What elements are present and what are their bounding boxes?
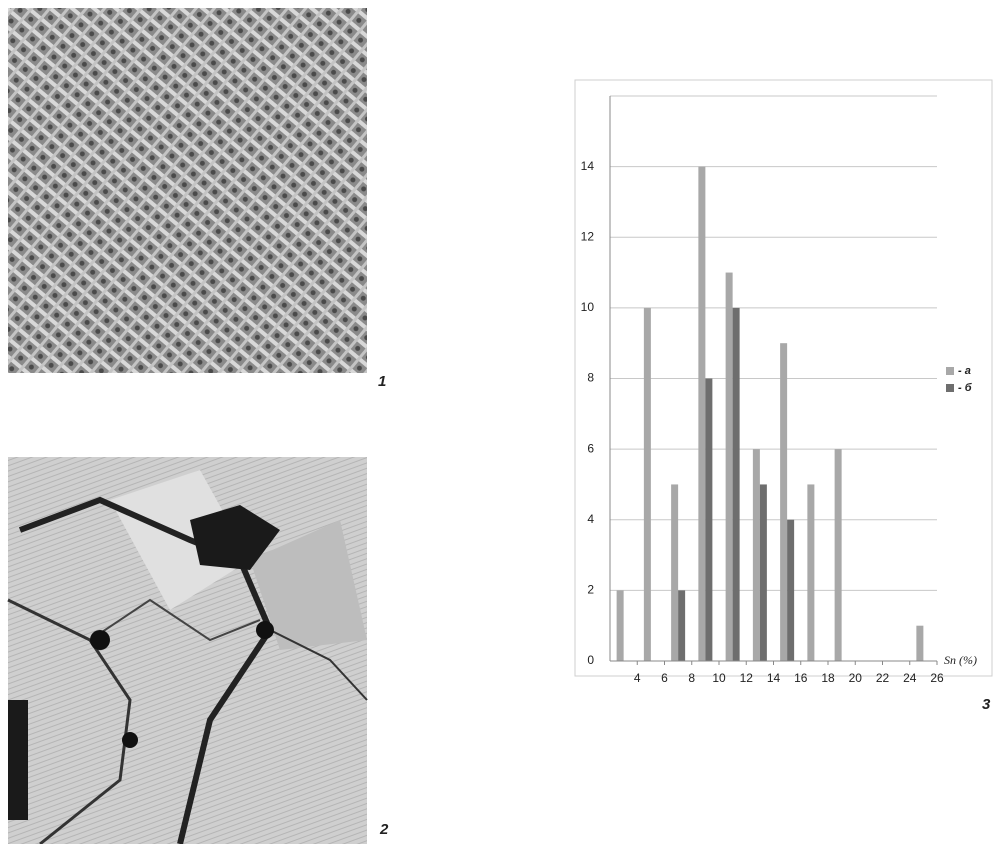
y-tick-label: 10 bbox=[581, 300, 595, 314]
legend-label: - a bbox=[958, 365, 971, 377]
y-tick-label: 14 bbox=[581, 159, 595, 173]
x-tick-label: 16 bbox=[794, 671, 808, 685]
x-tick-label: 22 bbox=[876, 671, 890, 685]
figure-label: 3 bbox=[982, 696, 991, 713]
bar bbox=[916, 625, 924, 661]
y-tick-label: 4 bbox=[587, 512, 594, 526]
bar bbox=[759, 484, 767, 661]
chart-frame bbox=[574, 79, 993, 677]
y-tick-label: 0 bbox=[587, 653, 594, 667]
x-axis-label: Sn (%) bbox=[944, 653, 977, 667]
x-tick-label: 20 bbox=[849, 671, 863, 685]
bar bbox=[671, 484, 679, 661]
bar bbox=[807, 484, 815, 661]
bar bbox=[732, 307, 740, 661]
x-tick-label: 18 bbox=[821, 671, 835, 685]
bar bbox=[780, 343, 788, 661]
bar bbox=[725, 272, 733, 661]
y-tick-label: 2 bbox=[587, 583, 594, 597]
figure-label: 1 bbox=[378, 373, 386, 390]
x-tick-label: 24 bbox=[903, 671, 917, 685]
micrograph-1 bbox=[8, 8, 367, 373]
x-tick-label: 8 bbox=[688, 671, 695, 685]
legend-swatch bbox=[946, 367, 954, 375]
x-tick-label: 12 bbox=[740, 671, 754, 685]
y-tick-label: 6 bbox=[587, 441, 594, 455]
x-tick-label: 26 bbox=[930, 671, 944, 685]
bar bbox=[787, 519, 795, 661]
x-tick-label: 6 bbox=[661, 671, 668, 685]
y-tick-label: 12 bbox=[581, 229, 595, 243]
bar bbox=[698, 166, 706, 661]
figure-label: 2 bbox=[379, 821, 389, 838]
bar bbox=[643, 307, 651, 661]
y-tick-label: 8 bbox=[587, 371, 594, 385]
legend-swatch bbox=[946, 384, 954, 392]
bar bbox=[752, 449, 760, 661]
x-tick-label: 10 bbox=[712, 671, 726, 685]
bar bbox=[834, 449, 842, 661]
legend-label: - б bbox=[958, 382, 973, 394]
micrograph-2 bbox=[7, 457, 368, 846]
bar bbox=[678, 590, 686, 661]
bar bbox=[705, 378, 713, 661]
x-tick-label: 4 bbox=[634, 671, 641, 685]
bar bbox=[616, 590, 624, 661]
x-tick-label: 14 bbox=[767, 671, 781, 685]
